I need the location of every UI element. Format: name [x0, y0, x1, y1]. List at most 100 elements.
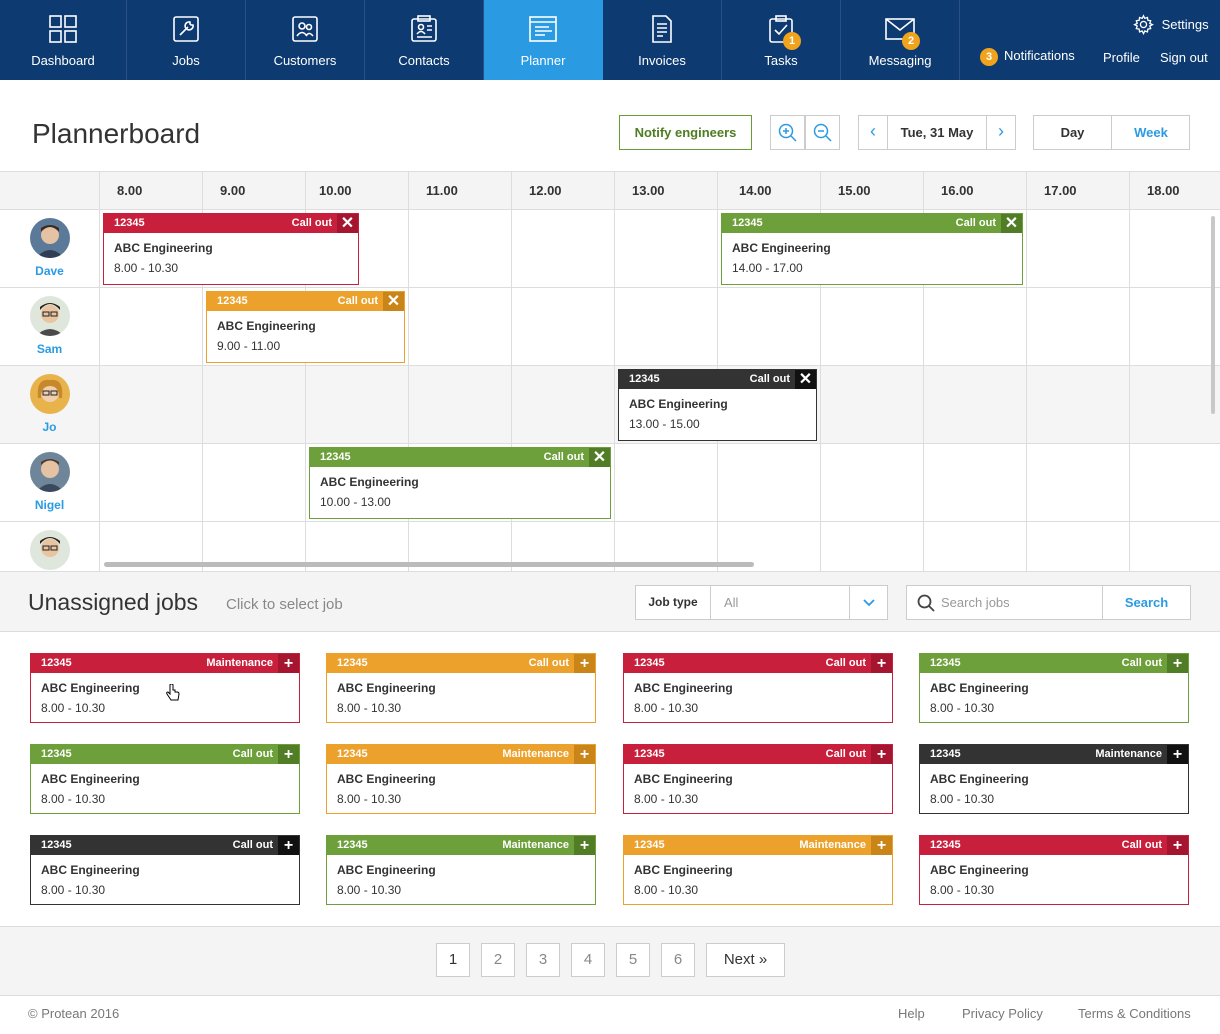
- job-header: 12345 Maintenance +: [624, 836, 892, 855]
- nav-contacts[interactable]: Contacts: [365, 0, 484, 80]
- hour-label: 9.00: [202, 172, 305, 210]
- unassigned-job-card[interactable]: 12345 Maintenance + ABC Engineering 8.00 -…: [326, 835, 596, 905]
- engineer-name[interactable]: Nigel: [0, 498, 99, 512]
- notifications-link[interactable]: 3 Notifications: [980, 48, 1075, 66]
- unassigned-toolbar: Unassigned jobs Click to select job Job …: [0, 571, 1220, 632]
- prev-date-button[interactable]: ‹: [859, 116, 888, 149]
- tasks-badge: 1: [783, 32, 801, 50]
- next-date-button[interactable]: ›: [986, 116, 1015, 149]
- add-job-icon[interactable]: +: [871, 654, 892, 673]
- unassigned-job-card[interactable]: 12345 Call out + ABC Engineering 8.00 - 10…: [623, 744, 893, 814]
- unassigned-job-card[interactable]: 12345 Call out + ABC Engineering 8.00 - 10…: [919, 835, 1189, 905]
- page-button[interactable]: 4: [571, 943, 605, 977]
- job-header: 12345 Call out +: [624, 654, 892, 673]
- nav-messaging[interactable]: 2 Messaging: [841, 0, 960, 80]
- page-button[interactable]: 1: [436, 943, 470, 977]
- job-type-value: All: [724, 586, 738, 619]
- search-input[interactable]: [941, 592, 1091, 613]
- job-time: 8.00 - 10.30: [41, 701, 105, 715]
- unassigned-job-card[interactable]: 12345 Call out + ABC Engineering 8.00 - 10…: [919, 653, 1189, 723]
- unassigned-job-card[interactable]: 12345 Call out + ABC Engineering 8.00 - 10…: [30, 835, 300, 905]
- remove-job-icon[interactable]: ✕: [589, 448, 610, 467]
- job-header: 12345 Call out +: [920, 654, 1188, 673]
- unassigned-job-card[interactable]: 12345 Maintenance + ABC Engineering 8.00 -…: [623, 835, 893, 905]
- add-job-icon[interactable]: +: [871, 745, 892, 764]
- page-button[interactable]: 2: [481, 943, 515, 977]
- nav-tasks[interactable]: 1 Tasks: [722, 0, 841, 80]
- add-job-icon[interactable]: +: [278, 745, 299, 764]
- remove-job-icon[interactable]: ✕: [383, 292, 404, 311]
- engineer-name[interactable]: Dave: [0, 264, 99, 278]
- day-view-button[interactable]: Day: [1034, 116, 1112, 149]
- vertical-scrollbar[interactable]: [1211, 216, 1215, 414]
- signout-link[interactable]: Sign out: [1160, 50, 1208, 65]
- unassigned-hint: Click to select job: [226, 596, 343, 613]
- page-button[interactable]: 3: [526, 943, 560, 977]
- search-button[interactable]: Search: [1102, 586, 1190, 619]
- job-type-select[interactable]: Job type All: [635, 585, 888, 620]
- job-type: Call out: [1122, 836, 1162, 855]
- week-view-button[interactable]: Week: [1112, 116, 1190, 149]
- engineer-name[interactable]: Jo: [0, 420, 99, 434]
- job-header: 12345 Call out ✕: [722, 214, 1022, 233]
- job-type: Maintenance: [799, 836, 866, 855]
- unassigned-job-card[interactable]: 12345 Call out + ABC Engineering 8.00 - 10…: [326, 653, 596, 723]
- job-header: 12345 Call out ✕: [619, 370, 816, 389]
- add-job-icon[interactable]: +: [1167, 836, 1188, 855]
- hour-label: 13.00: [614, 172, 717, 210]
- nav-planner[interactable]: Planner: [484, 0, 603, 80]
- unassigned-job-card[interactable]: 12345 Call out + ABC Engineering 8.00 - 10…: [623, 653, 893, 723]
- unassigned-job-card[interactable]: 12345 Maintenance + ABC Engineering 8.00 -…: [30, 653, 300, 723]
- add-job-icon[interactable]: +: [1167, 745, 1188, 764]
- job-type: Call out: [233, 745, 273, 764]
- help-link[interactable]: Help: [898, 1006, 925, 1021]
- nav-dashboard[interactable]: Dashboard: [0, 0, 127, 80]
- profile-link[interactable]: Profile: [1103, 50, 1140, 65]
- scheduled-job-card[interactable]: 12345 Call out ✕ ABC Engineering 9.00 - 11…: [206, 291, 405, 363]
- remove-job-icon[interactable]: ✕: [1001, 214, 1022, 233]
- notify-engineers-button[interactable]: Notify engineers: [619, 115, 752, 150]
- privacy-policy-link[interactable]: Privacy Policy: [962, 1006, 1043, 1021]
- settings-link[interactable]: Settings: [1133, 14, 1209, 35]
- zoom-out-button[interactable]: [805, 115, 840, 150]
- page-button[interactable]: 6: [661, 943, 695, 977]
- nav-customers[interactable]: Customers: [246, 0, 365, 80]
- engineer-name[interactable]: Sam: [0, 342, 99, 356]
- remove-job-icon[interactable]: ✕: [337, 214, 358, 233]
- page-title: Plannerboard: [32, 118, 200, 150]
- unassigned-job-card[interactable]: 12345 Maintenance + ABC Engineering 8.00 -…: [326, 744, 596, 814]
- scheduled-job-card[interactable]: 12345 Call out ✕ ABC Engineering 13.00 - 1…: [618, 369, 817, 441]
- remove-job-icon[interactable]: ✕: [795, 370, 816, 389]
- nav-invoices[interactable]: Invoices: [603, 0, 722, 80]
- time-header: 8.00 9.00 10.00 11.00 12.00 13.00 14.00 …: [0, 172, 1220, 210]
- unassigned-job-card[interactable]: 12345 Call out + ABC Engineering 8.00 - 10…: [30, 744, 300, 814]
- chevron-down-icon[interactable]: [849, 586, 887, 619]
- scheduled-job-card[interactable]: 12345 Call out ✕ ABC Engineering 14.00 - 1…: [721, 213, 1023, 285]
- add-job-icon[interactable]: +: [574, 654, 595, 673]
- add-job-icon[interactable]: +: [871, 836, 892, 855]
- dashboard-icon: [48, 14, 78, 44]
- job-header: 12345 Call out +: [327, 654, 595, 673]
- next-page-button[interactable]: Next »: [706, 943, 785, 977]
- horizontal-scrollbar[interactable]: [104, 562, 754, 567]
- job-type: Call out: [1122, 654, 1162, 673]
- scheduled-job-card[interactable]: 12345 Call out ✕ ABC Engineering 10.00 - 1…: [309, 447, 611, 519]
- zoom-in-icon: [778, 123, 798, 143]
- add-job-icon[interactable]: +: [278, 654, 299, 673]
- hour-label: 15.00: [820, 172, 923, 210]
- zoom-in-button[interactable]: [770, 115, 805, 150]
- engineer-cell: Sam: [0, 288, 100, 366]
- add-job-icon[interactable]: +: [574, 836, 595, 855]
- job-time: 8.00 - 10.30: [930, 792, 994, 806]
- add-job-icon[interactable]: +: [1167, 654, 1188, 673]
- unassigned-job-card[interactable]: 12345 Maintenance + ABC Engineering 8.00 -…: [919, 744, 1189, 814]
- notifications-label: Notifications: [1004, 48, 1075, 63]
- add-job-icon[interactable]: +: [574, 745, 595, 764]
- page-button[interactable]: 5: [616, 943, 650, 977]
- scheduled-job-card[interactable]: 12345 Call out ✕ ABC Engineering 8.00 - 10…: [103, 213, 359, 285]
- add-job-icon[interactable]: +: [278, 836, 299, 855]
- terms-link[interactable]: Terms & Conditions: [1078, 1006, 1191, 1021]
- nav-jobs[interactable]: Jobs: [127, 0, 246, 80]
- hour-label: 16.00: [923, 172, 1026, 210]
- avatar: [30, 374, 70, 414]
